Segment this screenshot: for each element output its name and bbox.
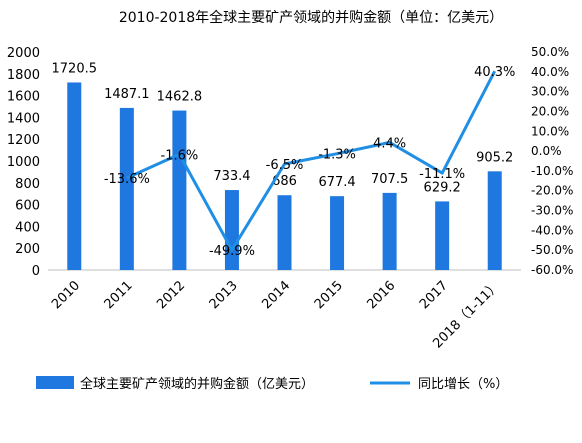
line-value-label: -1.3% <box>318 148 356 163</box>
line-value-label: -6.5% <box>266 158 304 173</box>
x-tick-label: 2015 <box>312 278 346 312</box>
right-tick-label: 10.0% <box>531 124 569 138</box>
left-tick-label: 0 <box>32 264 40 279</box>
line-value-label: 40.3% <box>474 65 515 80</box>
right-axis-ticks: -60.0% -50.0% -40.0% -30.0% -20.0% -10.0% 0.0%… <box>531 45 573 277</box>
bar-value-label: 629.2 <box>424 180 461 195</box>
left-tick-label: 1800 <box>7 68 40 83</box>
left-tick-label: 1000 <box>7 155 40 170</box>
left-tick-label: 1200 <box>7 133 40 148</box>
bar <box>172 110 187 270</box>
left-tick-label: 600 <box>15 199 40 214</box>
x-tick-label: 2014 <box>259 278 293 312</box>
bar-value-label: 1720.5 <box>52 61 98 76</box>
bar-value-label: 1487.1 <box>104 87 150 102</box>
bar-value-label: 733.4 <box>213 169 250 184</box>
right-tick-label: 50.0% <box>531 45 569 59</box>
left-tick-label: 400 <box>15 220 40 235</box>
legend-bar-swatch <box>36 376 74 389</box>
bar <box>382 192 397 270</box>
x-tick-label: 2012 <box>154 278 188 312</box>
bar <box>67 82 82 270</box>
left-tick-label: 800 <box>15 177 40 192</box>
x-axis-labels: 2010 2011 2012 2013 2014 2015 2016 20172018（1-1… <box>49 278 503 351</box>
left-tick-label: 2000 <box>7 46 40 61</box>
legend-bar-label: 全球主要矿产领域的并购金额（亿美元） <box>80 376 314 392</box>
line-value-label: -13.6% <box>104 172 150 187</box>
line-value-label: 4.4% <box>373 136 406 151</box>
bar-value-label: 686 <box>272 174 297 189</box>
right-tick-label: -60.0% <box>531 263 573 277</box>
left-axis-ticks: 0 200 400 600 800 1000 1200 1400 1600 1800 2000 <box>7 46 40 279</box>
bar <box>224 190 239 270</box>
x-tick-label: 2013 <box>207 278 241 312</box>
bar-value-label: 707.5 <box>371 172 408 187</box>
right-tick-label: -10.0% <box>531 164 573 178</box>
line-value-label: -11.1% <box>419 167 465 182</box>
bar <box>277 195 292 270</box>
chart-title: 2010-2018年全球主要矿产领域的并购金额（单位：亿美元） <box>119 9 503 26</box>
bar-value-label: 1462.8 <box>157 90 203 105</box>
legend-line-label: 同比增长（%） <box>418 377 508 392</box>
bar-series: 1720.5 1487.1 1462.8 733.4 686 677.4 707.5 629.… <box>52 61 513 270</box>
x-tick-label: 2016 <box>364 278 398 312</box>
bar-value-label: 905.2 <box>476 150 513 165</box>
bar-value-label: 677.4 <box>318 175 355 190</box>
right-tick-label: 40.0% <box>531 65 569 79</box>
right-tick-label: -30.0% <box>531 204 573 218</box>
bar <box>487 171 502 270</box>
left-tick-label: 200 <box>15 242 40 257</box>
right-tick-label: 20.0% <box>531 104 569 118</box>
right-tick-label: -50.0% <box>531 243 573 257</box>
x-tick-label: 2011 <box>102 278 136 312</box>
x-tick-label: 2010 <box>49 278 83 312</box>
legend: 全球主要矿产领域的并购金额（亿美元） 同比增长（%） <box>36 376 508 392</box>
x-tick-label: 2017 <box>417 278 451 312</box>
bar <box>330 196 345 270</box>
line-value-label: -49.9% <box>209 244 255 259</box>
left-tick-label: 1600 <box>7 90 40 105</box>
right-tick-label: -40.0% <box>531 223 573 237</box>
line-series: -13.6% -1.6% -49.9% -6.5% -1.3% 4.4% -11.1% 40.… <box>104 65 516 259</box>
bar <box>119 107 134 270</box>
line-value-label: -1.6% <box>161 148 199 163</box>
right-tick-label: 0.0% <box>531 144 562 158</box>
bar <box>435 201 450 270</box>
right-tick-label: -20.0% <box>531 184 573 198</box>
growth-line <box>126 70 497 252</box>
right-tick-label: 30.0% <box>531 85 569 99</box>
left-tick-label: 1400 <box>7 111 40 126</box>
